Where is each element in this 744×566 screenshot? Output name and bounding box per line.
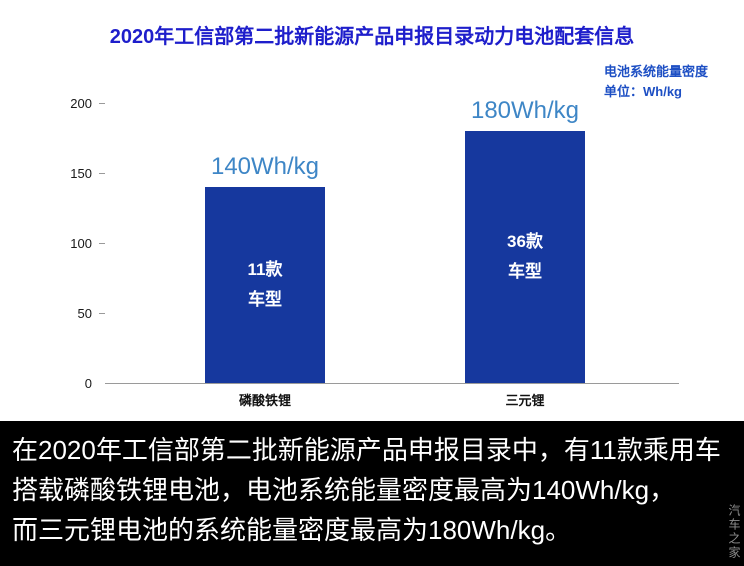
bar-inner-label-ternary-type: 车型 bbox=[508, 262, 542, 281]
caption-line-2: 搭载磷酸铁锂电池，电池系统能量密度最高为140Wh/kg， bbox=[12, 475, 676, 505]
y-tick-label-150: 150 bbox=[70, 166, 92, 181]
y-tick-label-100: 100 bbox=[70, 236, 92, 251]
bar-value-label-lfp: 140Wh/kg bbox=[210, 153, 320, 180]
unit-note-line2: 单位：Wh/kg bbox=[604, 84, 682, 99]
y-tick-label-50: 50 bbox=[77, 306, 92, 321]
x-axis-labels: 磷酸铁锂 三元锂 bbox=[105, 390, 679, 414]
bar-inner-label-ternary-count: 36款 bbox=[507, 232, 543, 251]
chart-title: 2020年工信部第二批新能源产品申报目录动力电池配套信息 bbox=[109, 26, 635, 48]
bar-lfp: 11款 车型 bbox=[205, 187, 325, 383]
y-tick-mark bbox=[99, 313, 105, 314]
y-tick-label-0: 0 bbox=[84, 376, 92, 391]
y-tick-label-200: 200 bbox=[70, 96, 92, 111]
x-tick-label-ternary: 三元锂 bbox=[505, 393, 545, 408]
caption-line-3: 而三元锂电池的系统能量密度最高为180Wh/kg。 bbox=[12, 515, 572, 545]
y-tick-mark bbox=[99, 173, 105, 174]
caption-band: 在2020年工信部第二批新能源产品申报目录中，有11款乘用车 搭载磷酸铁锂电池，… bbox=[0, 421, 744, 566]
caption-line-1: 在2020年工信部第二批新能源产品申报目录中，有11款乘用车 bbox=[12, 435, 721, 465]
x-tick-label-lfp: 磷酸铁锂 bbox=[238, 393, 291, 408]
bar-inner-label-lfp-type: 车型 bbox=[248, 290, 282, 309]
bar-group-lfp: 140Wh/kg 11款 车型 bbox=[205, 103, 325, 383]
chart-section: 2020年工信部第二批新能源产品申报目录动力电池配套信息 电池系统能量密度 单位… bbox=[0, 0, 709, 421]
bar-ternary: 36款 车型 bbox=[465, 131, 585, 383]
y-axis-labels: 200 150 100 50 0 bbox=[0, 0, 92, 421]
plot-area: 140Wh/kg 11款 车型 180Wh/kg 36款 车型 bbox=[105, 97, 679, 384]
y-tick-mark bbox=[99, 103, 105, 104]
y-tick-mark bbox=[99, 243, 105, 244]
bar-group-ternary: 180Wh/kg 36款 车型 bbox=[465, 97, 585, 383]
watermark-autohome: 汽车之家 bbox=[727, 504, 741, 560]
bar-value-label-ternary: 180Wh/kg bbox=[470, 97, 580, 124]
unit-note-line1: 电池系统能量密度 bbox=[604, 64, 709, 79]
bar-inner-label-lfp-count: 11款 bbox=[247, 260, 283, 279]
unit-note: 电池系统能量密度 单位：Wh/kg bbox=[604, 62, 708, 102]
